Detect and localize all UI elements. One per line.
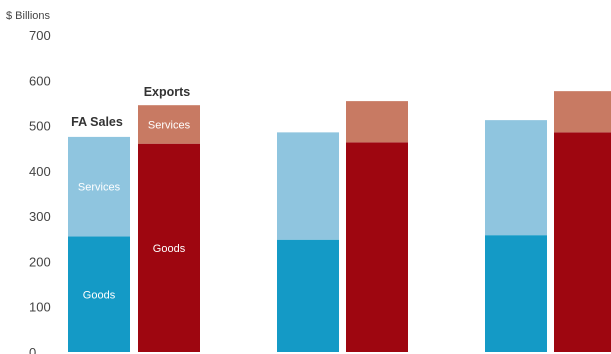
bar-exports-goods bbox=[346, 142, 408, 352]
bar-fa-sales-goods bbox=[485, 235, 547, 352]
label-fa-goods: Goods bbox=[83, 289, 116, 301]
label-exports-goods: Goods bbox=[153, 243, 186, 255]
y-axis-unit-label: $ Billions bbox=[6, 10, 51, 22]
bar-fa-sales-services bbox=[68, 136, 130, 237]
bar-exports-services bbox=[346, 101, 408, 143]
bar-exports-goods bbox=[554, 132, 611, 352]
y-tick-label: 200 bbox=[29, 254, 51, 269]
y-tick-label: 300 bbox=[29, 209, 51, 224]
y-tick-label: 400 bbox=[29, 164, 51, 179]
y-tick-label: 500 bbox=[29, 119, 51, 134]
label-fa-sales-bar: FA Sales bbox=[71, 115, 123, 129]
y-axis-ticks: 0 100 200 300 400 500 600 700 bbox=[29, 28, 51, 354]
bar-exports-services bbox=[138, 105, 200, 144]
label-exports-bar: Exports bbox=[144, 85, 191, 99]
y-tick-label: 0 bbox=[29, 345, 36, 354]
y-tick-label: 100 bbox=[29, 300, 51, 315]
bar-fa-sales-services bbox=[277, 132, 339, 240]
label-exports-services: Services bbox=[148, 119, 191, 131]
labels-layer: Services Goods Services Goods FA Sales Export… bbox=[71, 85, 190, 301]
y-tick-label: 700 bbox=[29, 28, 51, 43]
bar-exports-goods bbox=[138, 143, 200, 352]
label-fa-services: Services bbox=[78, 182, 121, 194]
bar-fa-sales-goods bbox=[277, 239, 339, 352]
bars-layer bbox=[68, 91, 611, 352]
bar-fa-sales-services bbox=[485, 120, 547, 236]
bar-exports-services bbox=[554, 91, 611, 133]
y-tick-label: 600 bbox=[29, 73, 51, 88]
bar-fa-sales-goods bbox=[68, 236, 130, 352]
